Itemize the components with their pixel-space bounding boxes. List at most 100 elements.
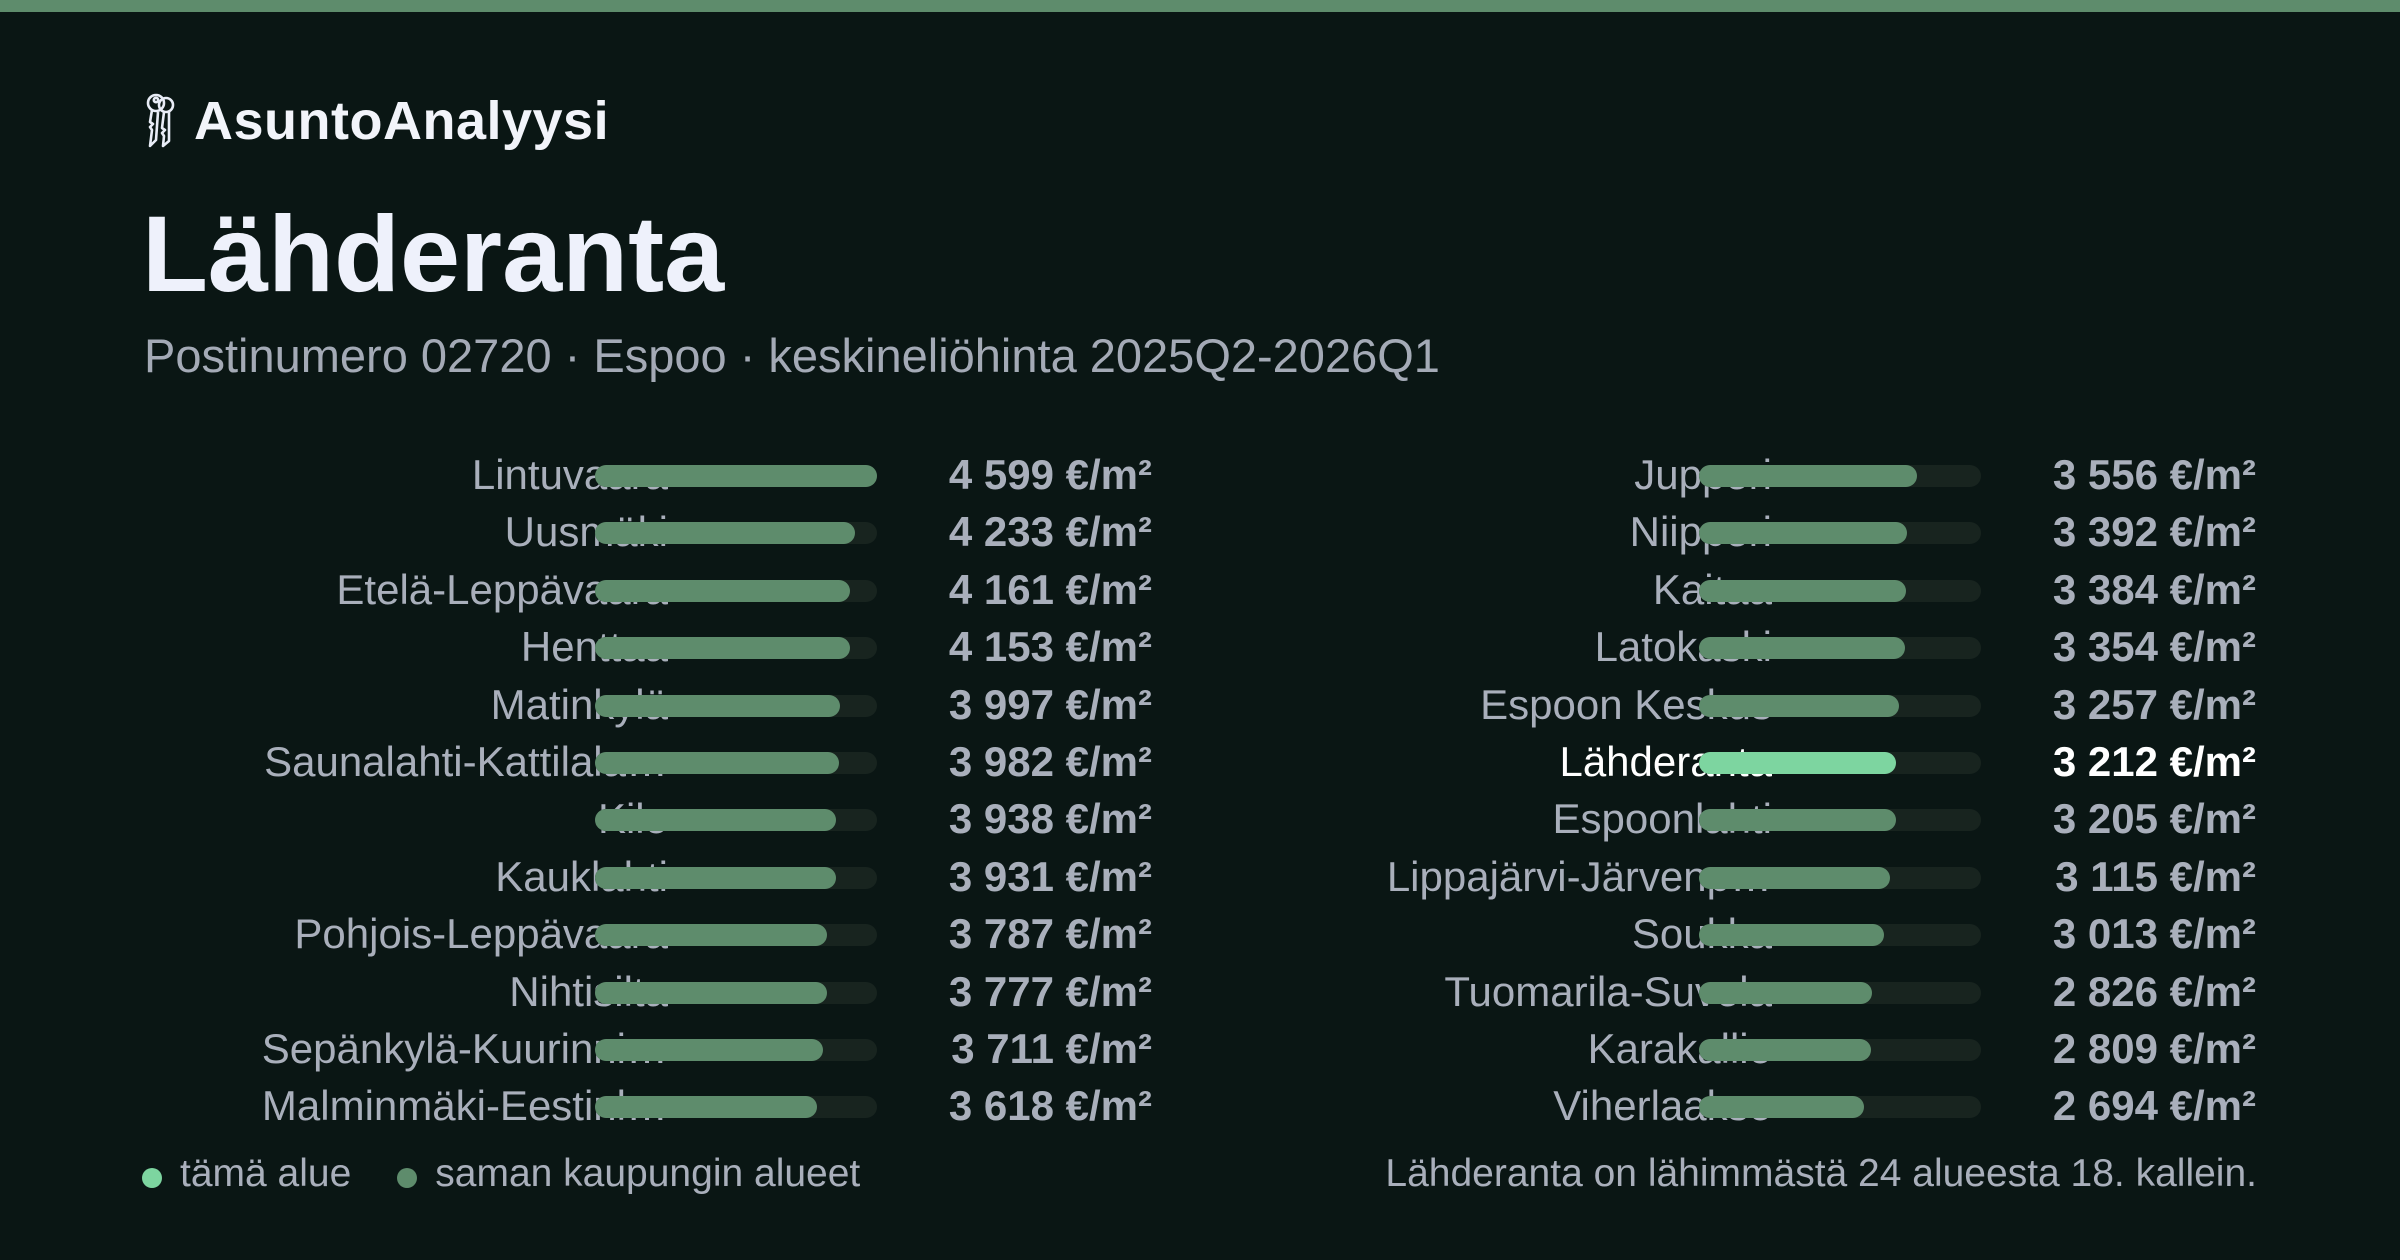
area-price: 4 599 €/m² <box>948 451 1152 498</box>
legend-dot-others <box>397 1168 418 1188</box>
area-price: 3 618 €/m² <box>948 1082 1152 1130</box>
price-bar <box>595 465 877 487</box>
area-price: 3 777 €/m² <box>948 967 1152 1015</box>
area-price: 3 931 €/m² <box>948 852 1152 900</box>
area-price: 3 115 €/m² <box>2055 852 2256 900</box>
price-bar <box>1699 981 1873 1004</box>
price-bar <box>1699 637 1905 660</box>
price-bar <box>1699 751 1896 774</box>
price-bar-track <box>1699 866 1981 889</box>
area-price: 3 997 €/m² <box>948 680 1152 728</box>
area-row: Soukka3 013 €/m² <box>1204 905 2256 962</box>
legend-item-current: tämä alue <box>142 1152 351 1196</box>
area-price: 3 205 €/m² <box>2052 795 2256 843</box>
area-price: 3 392 €/m² <box>2052 508 2256 556</box>
price-bar <box>1699 694 1899 717</box>
legend-dot-current <box>142 1168 162 1188</box>
price-bar-track <box>1699 809 1981 832</box>
area-price: 3 384 €/m² <box>2052 565 2256 613</box>
price-bar <box>595 522 855 545</box>
price-bar-track <box>1699 924 1981 947</box>
keys-icon <box>146 93 175 148</box>
area-row: Tuomarila-Suvela 2 826 €/m² <box>1204 963 2256 1020</box>
price-bar-track <box>1699 1096 1981 1119</box>
legend-label-others: saman kaupungin alueet <box>435 1152 861 1195</box>
legend-label-current: tämä alue <box>180 1152 352 1195</box>
price-bar-track <box>595 866 877 889</box>
price-bar <box>595 1038 823 1061</box>
price-bar-track <box>595 924 877 947</box>
area-row: Lintuvaara 4 599 €/m² <box>100 446 1152 503</box>
area-price: 3 982 €/m² <box>948 737 1152 785</box>
area-price: 2 694 €/m² <box>2052 1082 2256 1130</box>
price-bar-track <box>1699 981 1981 1004</box>
area-price: 3 212 €/m² <box>2052 737 2256 785</box>
area-row: Saunalahti-Kattilala… 3 982 €/m² <box>100 733 1152 790</box>
price-bar <box>1699 924 1884 947</box>
area-row: Pohjois-Leppävaara 3 787 €/m² <box>100 905 1152 962</box>
price-bar <box>1699 522 1907 545</box>
area-row: Viherlaakso 2 694 €/m² <box>1204 1077 2256 1134</box>
price-bar <box>595 579 851 602</box>
price-bar-track <box>595 522 877 545</box>
price-bar-track <box>1699 637 1981 660</box>
area-price: 2 826 €/m² <box>2052 967 2256 1015</box>
brand: AsuntoAnalyysi <box>142 90 609 152</box>
price-bar-track <box>1699 1038 1981 1061</box>
legend: tämä alue saman kaupungin alueet <box>142 1152 906 1196</box>
price-bar-track <box>1699 579 1981 602</box>
price-bar <box>595 924 828 947</box>
area-row: Latokaski 3 354 €/m² <box>1204 618 2256 675</box>
area-row: Espoonlahti 3 205 €/m² <box>1204 790 2257 847</box>
area-row: Lippajärvi-Järvenp… 3 115 €/m² <box>1204 848 2256 905</box>
top-accent-bar <box>0 0 2400 12</box>
area-price: 4 161 €/m² <box>948 565 1152 613</box>
ranking-summary: Lähderanta on lähimmästä 24 alueesta 18.… <box>1385 1152 2257 1195</box>
brand-name: AsuntoAnalyysi <box>194 91 610 151</box>
price-bar-track <box>595 579 877 602</box>
price-bar <box>1699 809 1896 832</box>
area-row: Sepänkylä-Kuurinni… 3 711 €/m² <box>100 1020 1152 1077</box>
area-row: Lähderanta 3 212 €/m² <box>1204 733 2256 790</box>
area-list-left: Lintuvaara 4 599 €/m² Uusmäki 4 233 €/m² Ete… <box>100 446 1152 1135</box>
area-row: Matinkylä 3 997 €/m² <box>100 676 1152 733</box>
price-bar <box>1699 866 1890 889</box>
price-bar-track <box>595 751 877 774</box>
area-row: Nihtisilta 3 777 €/m² <box>100 963 1152 1020</box>
area-price: 3 354 €/m² <box>2052 623 2256 671</box>
area-price: 3 556 €/m² <box>2052 451 2256 498</box>
area-row: Niipperi3 392 €/m² <box>1204 503 2256 560</box>
price-bar-track <box>1699 465 1981 487</box>
area-price: 2 809 €/m² <box>2052 1024 2256 1072</box>
price-bar <box>1699 1038 1872 1061</box>
page-subtitle: Postinumero 02720 · Espoo · keskineliöhi… <box>144 329 1440 382</box>
area-price: 4 233 €/m² <box>948 508 1152 556</box>
area-row: Kaitaa3 384 €/m² <box>1204 561 2256 618</box>
area-price: 3 787 €/m² <box>948 910 1152 958</box>
price-bar <box>1699 1096 1865 1119</box>
price-bar <box>595 751 840 774</box>
area-row: Espoon Keskus 3 257 €/m² <box>1204 676 2256 733</box>
area-row: Karakallio 2 809 €/m² <box>1204 1020 2256 1077</box>
price-bar <box>1699 579 1907 602</box>
area-list-right: Jupperi3 556 €/m²Niipperi3 392 €/m²Kaita… <box>1204 446 2257 1135</box>
price-bar <box>595 1096 817 1119</box>
area-price: 4 153 €/m² <box>948 623 1152 671</box>
price-bar-track <box>1699 694 1981 717</box>
area-row: Uusmäki 4 233 €/m² <box>100 503 1152 560</box>
area-price: 3 711 €/m² <box>951 1024 1152 1072</box>
price-bar-track <box>595 981 877 1004</box>
price-bar-track <box>1699 522 1981 545</box>
price-bar-track <box>595 1096 877 1119</box>
area-row: Kauklahti 3 931 €/m² <box>100 848 1152 905</box>
legend-item-others: saman kaupungin alueet <box>397 1152 860 1196</box>
price-bar <box>595 981 827 1004</box>
area-row: Malminmäki-Eestinl… 3 618 €/m² <box>100 1077 1152 1134</box>
price-bar-track <box>595 1038 877 1061</box>
area-row: Jupperi3 556 €/m² <box>1204 446 2256 503</box>
price-bar <box>595 694 841 717</box>
price-bar <box>595 637 850 660</box>
price-bar-track <box>595 809 877 832</box>
price-bar <box>1699 465 1918 487</box>
price-bar-track <box>1699 751 1981 774</box>
